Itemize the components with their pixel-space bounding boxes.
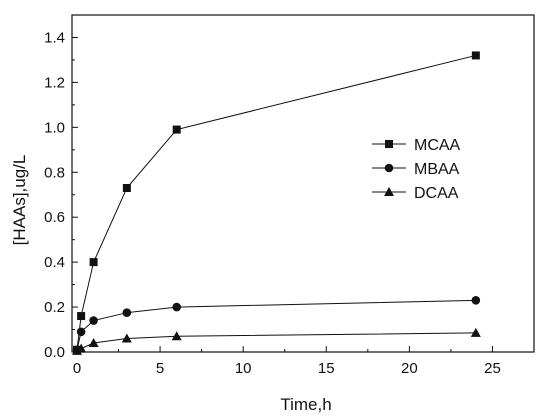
legend-marker bbox=[384, 187, 394, 196]
plot-area-border bbox=[71, 14, 535, 353]
y-tick-label: 0.8 bbox=[44, 164, 65, 181]
data-point bbox=[89, 316, 98, 325]
y-tick-label: 0.4 bbox=[44, 254, 65, 271]
data-point bbox=[171, 331, 182, 341]
data-point bbox=[88, 338, 99, 348]
data-point bbox=[76, 343, 87, 353]
data-point bbox=[89, 258, 98, 267]
legend-item-mbaa: MBAA bbox=[372, 161, 460, 178]
x-tick-label: 0 bbox=[73, 360, 81, 377]
legend-marker bbox=[384, 163, 394, 173]
data-point bbox=[172, 125, 181, 134]
legend-label: DCAA bbox=[414, 185, 459, 202]
x-tick-label: 10 bbox=[235, 360, 252, 377]
y-axis-ticks: 0.0 0.2 0.4 0.6 0.8 1.0 1.2 1.4 bbox=[44, 29, 78, 361]
series-line bbox=[76, 299, 476, 350]
data-point bbox=[76, 327, 86, 337]
data-point bbox=[172, 302, 181, 312]
data-point bbox=[121, 333, 132, 343]
series-mcaa bbox=[72, 51, 480, 354]
data-point bbox=[471, 296, 481, 305]
legend: MCAA MBAA DCAA bbox=[372, 137, 461, 202]
series-mbaa bbox=[72, 296, 481, 355]
legend-item-mcaa: MCAA bbox=[372, 137, 461, 154]
x-tick-label: 5 bbox=[156, 360, 164, 377]
data-point bbox=[470, 327, 481, 337]
legend-item-dcaa: DCAA bbox=[372, 185, 459, 202]
x-tick-label: 20 bbox=[401, 360, 418, 377]
legend-marker bbox=[385, 140, 393, 148]
series-line bbox=[76, 54, 476, 350]
data-point bbox=[122, 308, 132, 317]
y-axis-label: [HAAs],ug/L bbox=[10, 155, 29, 246]
legend-label: MCAA bbox=[414, 137, 461, 154]
y-tick-label: 1.2 bbox=[44, 74, 65, 91]
series-dcaa bbox=[71, 327, 481, 355]
y-tick-label: 1.0 bbox=[44, 119, 65, 136]
y-tick-label: 0.0 bbox=[44, 344, 65, 361]
plot-frame bbox=[71, 14, 535, 353]
x-tick-label: 15 bbox=[318, 360, 335, 377]
series-line bbox=[76, 332, 476, 352]
series-layer bbox=[71, 51, 481, 355]
y-tick-label: 1.4 bbox=[44, 29, 65, 46]
y-tick-label: 0.6 bbox=[44, 209, 65, 226]
legend-label: MBAA bbox=[414, 161, 460, 178]
data-point bbox=[122, 183, 131, 192]
x-tick-label: 25 bbox=[484, 360, 501, 377]
data-point bbox=[77, 312, 86, 321]
x-axis-label: Time,h bbox=[280, 395, 331, 414]
x-axis-ticks: 0 5 10 15 20 25 bbox=[73, 346, 501, 377]
y-tick-label: 0.2 bbox=[44, 299, 65, 316]
data-point bbox=[471, 51, 480, 60]
